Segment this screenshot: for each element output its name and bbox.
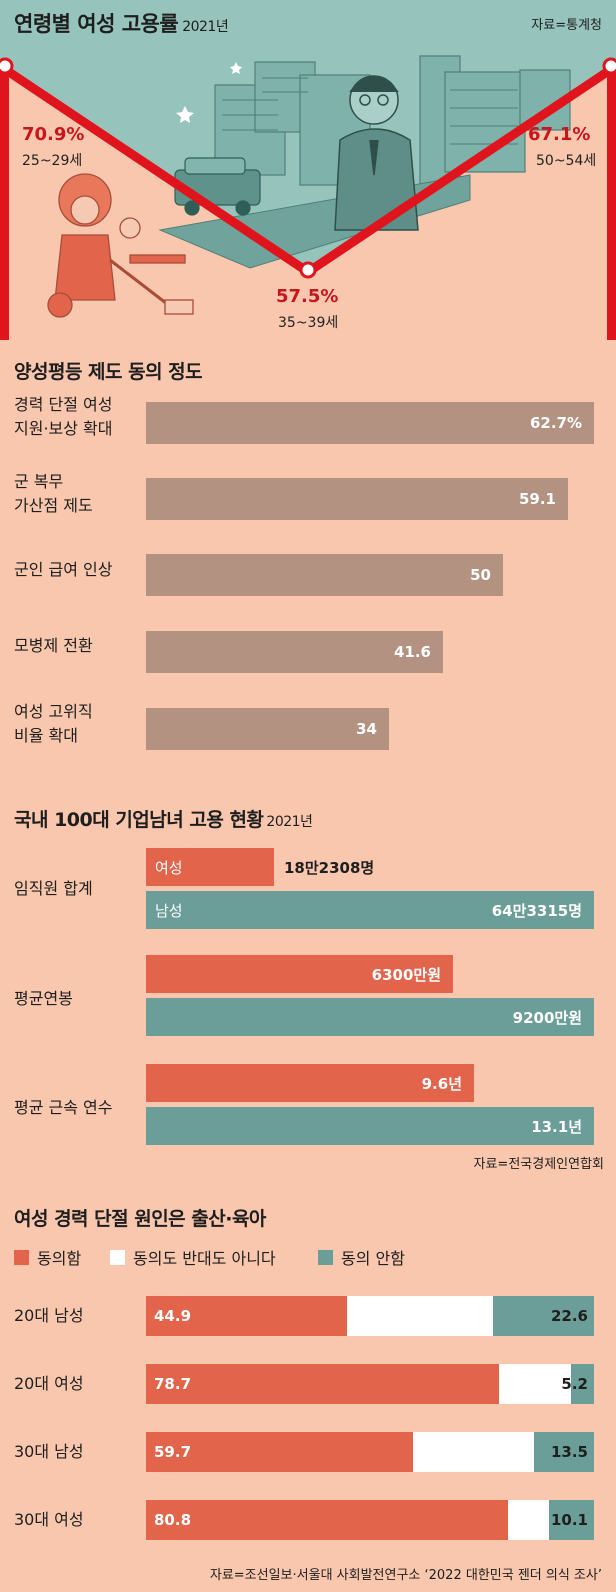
neutral-segment	[347, 1296, 493, 1336]
legend-agree: 동의함	[14, 1245, 81, 1269]
equality-label-3: 모병제 전환	[14, 636, 93, 655]
female-value-staff: 18만2308명	[284, 859, 375, 877]
legend-agree-swatch	[14, 1249, 29, 1265]
employment-rate-hero: 연령별 여성 고용률 2021년 자료=통계청 70.9% 25~29세 57.5…	[0, 0, 616, 340]
male-bar-tenure: 13.1년	[146, 1107, 594, 1145]
male-bar-staff: 남성 64만3315명	[146, 891, 594, 929]
male-value-tenure: 13.1년	[531, 1117, 582, 1136]
value-50-54: 67.1%	[528, 124, 591, 145]
stacked-bar-row: 78.7 5.2	[146, 1364, 594, 1404]
disagree-segment-value: 22.6	[550, 1307, 588, 1325]
equality-bar: 41.6	[146, 631, 443, 673]
stack-label-1: 20대 여성	[14, 1374, 84, 1393]
stacked-bar-row: 44.9 22.6	[146, 1296, 594, 1336]
hero-source: 자료=통계청	[531, 18, 602, 33]
employment-status-title: 국내 100대 기업남녀 고용 현황 2021년	[14, 809, 313, 831]
equality-bar: 34	[146, 708, 389, 750]
stacked-bar-row: 80.8 10.1	[146, 1500, 594, 1540]
legend-neutral-label: 동의도 반대도 아니다	[133, 1249, 276, 1268]
left-post	[0, 62, 9, 340]
stacked-bar-row: 59.7 13.5	[146, 1432, 594, 1472]
male-value-staff: 64만3315명	[491, 901, 582, 920]
agree-segment-value: 78.7	[154, 1375, 192, 1393]
equality-label-0: 경력 단절 여성 지원·보상 확대	[14, 395, 113, 438]
female-bar-tenure: 9.6년	[146, 1064, 474, 1102]
equality-bar: 59.1	[146, 478, 568, 520]
equality-bar-value: 62.7%	[529, 414, 582, 432]
stack-label-0: 20대 남성	[14, 1306, 84, 1325]
point-25-29	[0, 57, 14, 75]
agree-segment-value: 44.9	[154, 1307, 192, 1325]
female-bar-salary: 6300만원	[146, 955, 453, 993]
disagree-segment-value: 10.1	[550, 1511, 588, 1529]
neutral-segment	[507, 1500, 549, 1540]
male-value-salary: 9200만원	[512, 1008, 582, 1027]
stack-label-2: 30대 남성	[14, 1442, 84, 1461]
hero-year: 2021년	[182, 19, 229, 35]
employment-status-year: 2021년	[266, 814, 313, 830]
legend-neutral-swatch	[110, 1249, 125, 1265]
equality-bar: 50	[146, 554, 503, 596]
legend-agree-label: 동의함	[37, 1249, 82, 1268]
agree-segment-value: 80.8	[154, 1511, 192, 1529]
point-50-54	[602, 57, 616, 75]
disagree-segment-value: 13.5	[550, 1443, 588, 1461]
disagree-segment: 5.2	[561, 1364, 594, 1404]
male-bar-salary: 9200만원	[146, 998, 594, 1036]
stack-label-3: 30대 여성	[14, 1510, 84, 1529]
equality-label-4: 여성 고위직 비율 확대	[14, 702, 93, 745]
equality-bar-value: 41.6	[393, 643, 431, 661]
agree-segment: 59.7	[146, 1432, 414, 1472]
age-25-29: 25~29세	[22, 153, 83, 169]
equality-bar-value: 59.1	[518, 490, 556, 508]
equality-bar: 62.7%	[146, 402, 594, 444]
neutral-segment	[413, 1432, 534, 1472]
equality-bar-value: 34	[356, 720, 377, 738]
agree-segment: 44.9	[146, 1296, 348, 1336]
female-value-tenure: 9.6년	[421, 1074, 462, 1093]
group-label-staff: 임직원 합계	[14, 879, 93, 898]
legend-disagree-swatch	[318, 1249, 333, 1265]
value-25-29: 70.9%	[22, 124, 85, 145]
disagree-segment: 22.6	[492, 1296, 594, 1336]
right-post	[607, 62, 616, 340]
hero-illustration	[0, 0, 616, 340]
employment-status-source: 자료=전국경제인연합회	[473, 1157, 605, 1172]
equality-label-2: 군인 급여 인상	[14, 560, 113, 579]
age-35-39: 35~39세	[278, 315, 339, 331]
equality-label-1: 군 복무 가산점 제도	[14, 472, 93, 515]
female-series-tag: 여성	[155, 858, 183, 877]
equality-bar-value: 50	[470, 566, 491, 584]
legend-disagree: 동의 안함	[318, 1245, 405, 1269]
disagree-segment-value: 5.2	[561, 1375, 588, 1393]
group-label-tenure: 평균 근속 연수	[14, 1098, 113, 1117]
disagree-segment: 10.1	[548, 1500, 594, 1540]
agree-segment: 80.8	[146, 1500, 508, 1540]
female-bar-staff: 여성	[146, 848, 274, 886]
legend-neutral: 동의도 반대도 아니다	[110, 1245, 276, 1269]
woman-housework-illustration	[47, 173, 194, 318]
age-50-54: 50~54세	[536, 153, 597, 169]
career-break-title: 여성 경력 단절 원인은 출산·육아	[14, 1208, 266, 1230]
agree-segment: 78.7	[146, 1364, 499, 1404]
legend-disagree-label: 동의 안함	[341, 1249, 405, 1268]
agree-segment-value: 59.7	[154, 1443, 192, 1461]
career-break-source: 자료=조선일보·서울대 사회발전연구소 ‘2022 대한민국 젠더 의식 조사’	[209, 1568, 602, 1583]
value-35-39: 57.5%	[276, 286, 339, 307]
gender-equality-title: 양성평등 제도 동의 정도	[14, 361, 203, 383]
man-in-suit-illustration	[334, 75, 419, 231]
neutral-segment	[498, 1364, 571, 1404]
star-decorations	[176, 62, 242, 123]
hero-title: 연령별 여성 고용률 2021년	[14, 12, 229, 36]
building-windows	[222, 77, 518, 145]
male-series-tag: 남성	[155, 901, 183, 920]
group-label-salary: 평균연봉	[14, 989, 73, 1008]
point-35-39	[299, 261, 317, 279]
female-value-salary: 6300만원	[371, 965, 441, 984]
disagree-segment: 13.5	[533, 1432, 594, 1472]
